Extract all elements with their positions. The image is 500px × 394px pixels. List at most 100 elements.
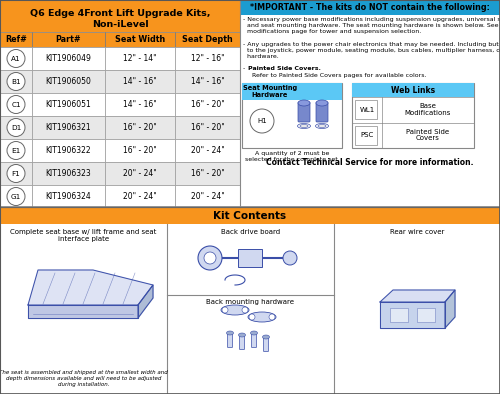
Text: 20" - 24": 20" - 24"	[190, 146, 224, 155]
Bar	[352, 83, 474, 148]
Text: Painted Side Covers.: Painted Side Covers.	[248, 66, 321, 71]
Text: Q6 Edge 4Front Lift Upgrade Kits,: Q6 Edge 4Front Lift Upgrade Kits,	[30, 9, 210, 17]
Bar	[32, 139, 105, 162]
Bar	[242, 83, 342, 148]
Polygon shape	[380, 290, 455, 302]
Bar	[0, 47, 32, 70]
Bar	[0, 162, 32, 185]
Text: 20" - 24": 20" - 24"	[123, 169, 157, 178]
Text: WL1: WL1	[360, 106, 374, 113]
Bar	[175, 93, 240, 116]
Text: 16" - 20": 16" - 20"	[190, 123, 224, 132]
Ellipse shape	[248, 312, 276, 322]
Bar	[32, 185, 105, 208]
Ellipse shape	[298, 100, 310, 106]
FancyBboxPatch shape	[264, 336, 268, 351]
Bar	[32, 116, 105, 139]
Text: C1: C1	[11, 102, 21, 108]
Circle shape	[249, 314, 255, 320]
Bar	[0, 116, 32, 139]
Text: 20" - 24": 20" - 24"	[123, 192, 157, 201]
Circle shape	[250, 109, 274, 133]
Text: Web Links: Web Links	[391, 85, 435, 95]
Text: KIT1906321: KIT1906321	[46, 123, 92, 132]
Text: F1: F1	[12, 171, 20, 177]
Circle shape	[198, 246, 222, 270]
Ellipse shape	[316, 100, 328, 106]
Bar	[352, 83, 474, 97]
Text: KIT1906051: KIT1906051	[46, 100, 92, 109]
Text: A1: A1	[11, 56, 21, 61]
Text: Back mounting hardware: Back mounting hardware	[206, 299, 294, 305]
Circle shape	[7, 72, 25, 91]
Circle shape	[7, 141, 25, 160]
Polygon shape	[28, 305, 138, 318]
Text: G1: G1	[11, 193, 21, 199]
Bar	[0, 139, 32, 162]
Bar	[105, 185, 175, 208]
Bar	[175, 139, 240, 162]
Bar	[390, 308, 408, 322]
Bar	[355, 100, 377, 119]
Text: Seat Mounting
Hardware: Seat Mounting Hardware	[243, 85, 297, 98]
Polygon shape	[138, 285, 153, 318]
Ellipse shape	[316, 123, 328, 128]
Bar	[0, 0, 500, 207]
Circle shape	[7, 165, 25, 182]
Ellipse shape	[262, 335, 270, 339]
Polygon shape	[445, 290, 455, 328]
Bar	[0, 207, 500, 224]
Bar	[105, 139, 175, 162]
Text: Seat Depth: Seat Depth	[182, 35, 233, 44]
Bar	[105, 93, 175, 116]
Bar	[175, 162, 240, 185]
FancyBboxPatch shape	[298, 102, 310, 122]
Bar	[238, 249, 262, 267]
Bar	[0, 93, 32, 116]
Ellipse shape	[300, 125, 308, 128]
Polygon shape	[28, 270, 153, 305]
Circle shape	[7, 188, 25, 206]
Ellipse shape	[226, 331, 234, 335]
Circle shape	[283, 251, 297, 265]
Text: Seat Width: Seat Width	[115, 35, 165, 44]
Text: 14" - 16": 14" - 16"	[123, 77, 157, 86]
Text: Contact Technical Service for more information.: Contact Technical Service for more infor…	[266, 158, 474, 167]
Bar	[105, 116, 175, 139]
Text: -: -	[243, 66, 247, 71]
Bar	[105, 32, 175, 47]
Bar	[242, 83, 342, 100]
Bar	[32, 70, 105, 93]
Text: KIT1906323: KIT1906323	[46, 169, 92, 178]
Text: Complete seat base w/ lift frame and seat
interface plate: Complete seat base w/ lift frame and sea…	[10, 229, 156, 242]
Text: E1: E1	[12, 147, 20, 154]
Circle shape	[269, 314, 275, 320]
Text: PSC: PSC	[360, 132, 374, 138]
Bar	[355, 126, 377, 145]
Circle shape	[7, 50, 25, 67]
Text: Kit Contents: Kit Contents	[214, 210, 286, 221]
FancyBboxPatch shape	[240, 335, 244, 349]
Text: 16" - 20": 16" - 20"	[190, 169, 224, 178]
Text: *IMPORTANT - The kits do NOT contain the following:: *IMPORTANT - The kits do NOT contain the…	[250, 3, 490, 12]
Text: 16" - 20": 16" - 20"	[190, 100, 224, 109]
Bar	[32, 32, 105, 47]
Ellipse shape	[238, 333, 246, 337]
Text: 12" - 14": 12" - 14"	[123, 54, 157, 63]
Text: 12" - 16": 12" - 16"	[190, 54, 224, 63]
FancyBboxPatch shape	[316, 102, 328, 122]
Text: 20" - 24": 20" - 24"	[190, 192, 224, 201]
Bar	[105, 47, 175, 70]
Text: Part#: Part#	[56, 35, 82, 44]
Text: Painted Side
Covers: Painted Side Covers	[406, 128, 450, 141]
Polygon shape	[380, 302, 445, 328]
Bar	[175, 47, 240, 70]
Text: A quantity of 2 must be
selected for the complete set.: A quantity of 2 must be selected for the…	[244, 151, 340, 162]
Bar	[0, 70, 32, 93]
Bar	[240, 0, 500, 15]
Text: Base
Modifications: Base Modifications	[405, 103, 451, 116]
Text: 16" - 20": 16" - 20"	[123, 123, 157, 132]
Bar	[32, 162, 105, 185]
Text: KIT1906049: KIT1906049	[46, 54, 92, 63]
Text: 14" - 16": 14" - 16"	[190, 77, 224, 86]
